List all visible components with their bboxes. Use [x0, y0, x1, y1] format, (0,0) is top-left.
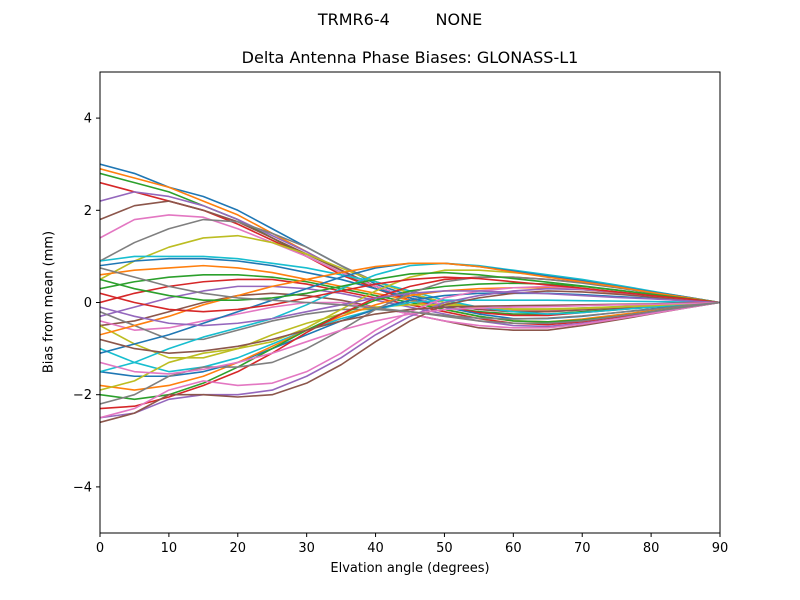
x-tick-label: 0 [96, 541, 104, 556]
x-tick-label: 30 [298, 541, 315, 556]
series-line-35 [100, 290, 720, 327]
x-tick-label: 90 [712, 541, 729, 556]
y-tick-label: −4 [73, 480, 92, 495]
series-line-36 [100, 301, 720, 355]
series-line-32 [100, 262, 720, 336]
series-line-38 [100, 267, 720, 320]
x-tick-label: 40 [367, 541, 384, 556]
series-line-37 [100, 301, 720, 375]
y-tick-label: −2 [73, 388, 92, 403]
x-tick-label: 50 [436, 541, 453, 556]
x-tick-label: 80 [643, 541, 660, 556]
series-line-30 [100, 262, 720, 373]
series-line-26 [100, 290, 720, 424]
chart-title: Delta Antenna Phase Biases: GLONASS-L1 [241, 48, 579, 67]
y-tick-label: 0 [84, 296, 92, 311]
series-layer [100, 163, 720, 424]
x-tick-label: 10 [161, 541, 178, 556]
series-line-19 [100, 301, 720, 359]
series-line-21 [100, 292, 720, 378]
y-tick-label: 4 [84, 112, 92, 127]
series-line-33 [100, 271, 720, 304]
x-tick-label: 20 [230, 541, 247, 556]
x-tick-label: 60 [505, 541, 522, 556]
y-tick-label: 2 [84, 204, 92, 219]
axes-layer: 0 10 20 30 40 50 60 70 80 90 −4 −2 0 2 4 [73, 71, 729, 556]
series-line-34 [100, 276, 720, 313]
x-axis-label: Elvation angle (degrees) [330, 561, 490, 576]
figure-suptitle: TRMR6-4 NONE [317, 10, 483, 29]
x-tick-label: 70 [574, 541, 591, 556]
